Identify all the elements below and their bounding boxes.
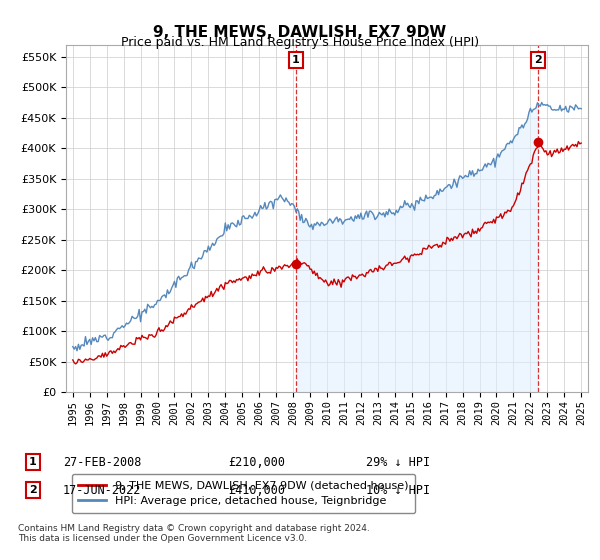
Text: 29% ↓ HPI: 29% ↓ HPI [366,455,430,469]
Text: £410,000: £410,000 [228,483,285,497]
Text: 2: 2 [534,55,542,65]
Text: 17-JUN-2022: 17-JUN-2022 [63,483,142,497]
Text: 2: 2 [29,485,37,495]
Text: 1: 1 [29,457,37,467]
Text: £210,000: £210,000 [228,455,285,469]
Text: 9, THE MEWS, DAWLISH, EX7 9DW: 9, THE MEWS, DAWLISH, EX7 9DW [154,25,446,40]
Text: Price paid vs. HM Land Registry's House Price Index (HPI): Price paid vs. HM Land Registry's House … [121,36,479,49]
Text: Contains HM Land Registry data © Crown copyright and database right 2024.
This d: Contains HM Land Registry data © Crown c… [18,524,370,543]
Text: 10% ↓ HPI: 10% ↓ HPI [366,483,430,497]
Text: 27-FEB-2008: 27-FEB-2008 [63,455,142,469]
Legend: 9, THE MEWS, DAWLISH, EX7 9DW (detached house), HPI: Average price, detached hou: 9, THE MEWS, DAWLISH, EX7 9DW (detached … [71,474,415,513]
Text: 1: 1 [292,55,300,65]
